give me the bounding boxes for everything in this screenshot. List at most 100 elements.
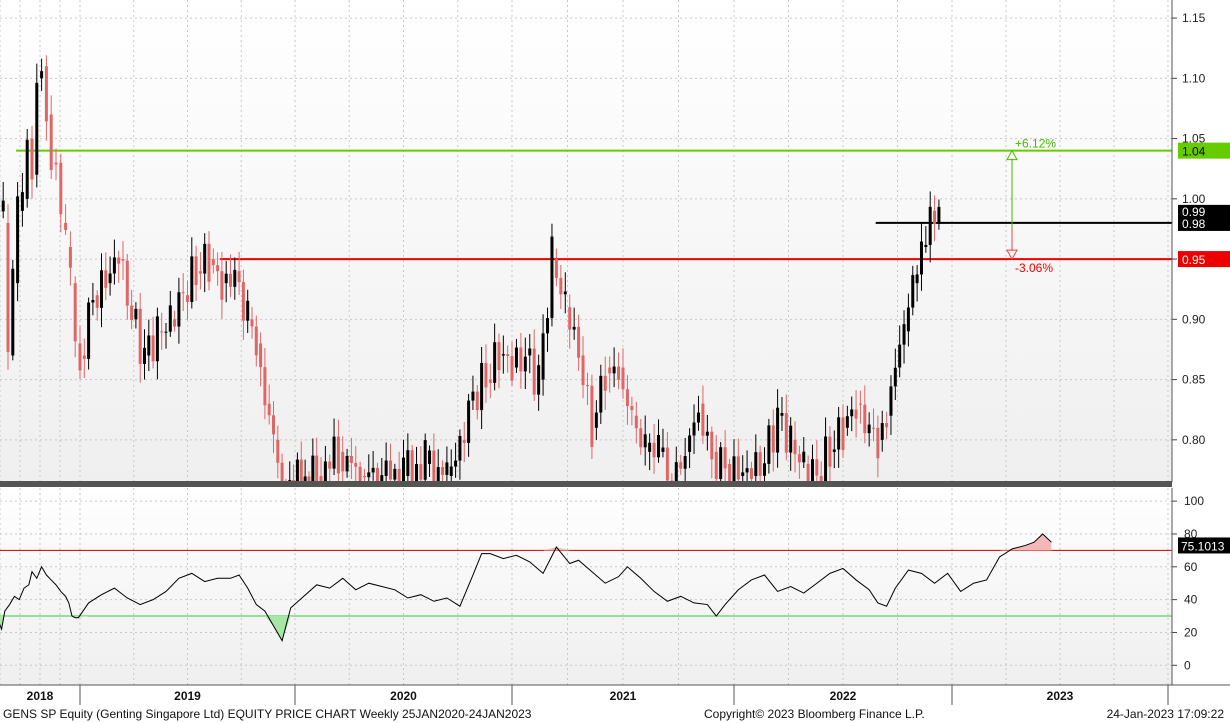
candle-body [263, 367, 267, 406]
candle-body [728, 463, 732, 481]
candle-body [723, 447, 727, 469]
candle-body [652, 442, 656, 458]
candle-body [341, 451, 345, 472]
candle-body [315, 455, 319, 481]
candle-body [237, 271, 241, 283]
candle-body [410, 450, 414, 481]
candle-body [11, 268, 15, 356]
candle-body [233, 269, 237, 287]
price-level-tag-label: 0.98 [1182, 217, 1206, 231]
candle-body [639, 428, 643, 448]
candle-body [621, 367, 625, 390]
candle-body [784, 413, 788, 453]
candle-body [328, 461, 332, 469]
candle-body [594, 412, 598, 428]
candle-body [462, 439, 466, 443]
candle-body [336, 436, 340, 474]
candle-body [497, 342, 501, 371]
candle-body [665, 447, 669, 481]
price-tick-label: 0.85 [1182, 373, 1206, 387]
candle-body [380, 475, 384, 481]
candle-body [563, 291, 567, 295]
candle-body [384, 460, 388, 476]
candle-body [186, 295, 189, 302]
candle-body [415, 464, 419, 481]
candle-body [837, 417, 841, 450]
candle-body [91, 300, 95, 303]
candle-body [741, 472, 745, 476]
price-tick-label: 1.15 [1182, 11, 1206, 25]
candle-body [612, 366, 616, 374]
candle-body [323, 461, 327, 481]
candle-body [510, 356, 514, 381]
candle-body [532, 348, 536, 395]
candle-body [763, 463, 767, 476]
candle-body [241, 282, 245, 321]
candle-body [25, 139, 29, 199]
candle-body [617, 366, 621, 380]
candle-body [354, 462, 358, 467]
candle-body [559, 277, 563, 295]
candle-body [250, 319, 254, 327]
candle-body [82, 355, 86, 359]
candle-body [203, 243, 207, 274]
candle-body [143, 347, 146, 364]
x-category-label: 2023 [1047, 689, 1074, 703]
candle-body [402, 457, 405, 481]
candle-body [810, 459, 814, 481]
footer-copyright: Copyright© 2023 Bloomberg Finance L.P. [704, 707, 925, 721]
candle-body [802, 451, 806, 463]
x-category-label: 2018 [27, 689, 54, 703]
candle-body [867, 424, 871, 434]
candle-body [371, 467, 375, 473]
candle-body [332, 436, 336, 469]
grid-lines [0, 0, 1172, 685]
candle-body [406, 450, 410, 476]
candle-body [307, 476, 311, 481]
rsi-last-value-label: 75.1013 [1181, 539, 1225, 553]
candle-body [488, 379, 492, 383]
candle-body [705, 431, 709, 436]
price-level-tag [1178, 251, 1230, 268]
rsi-tick-label: 20 [1184, 625, 1198, 639]
down-arrow-head [1006, 249, 1018, 261]
candle-body [599, 375, 603, 413]
price-tick-label: 0.90 [1182, 312, 1206, 326]
candle-body [608, 367, 612, 374]
candle-body [454, 460, 458, 467]
candle-body [603, 375, 607, 391]
candle-body [933, 210, 937, 224]
price-panel-background [0, 0, 1172, 482]
candle-body [207, 243, 211, 282]
candle-body [893, 367, 897, 387]
candle-body [117, 257, 121, 264]
candle-body [190, 256, 194, 302]
candle-body [311, 455, 315, 481]
price-tick-label: 1.10 [1182, 71, 1206, 85]
candle-body [688, 435, 692, 452]
candle-body [719, 447, 723, 480]
candle-body [568, 307, 572, 330]
candle-body [44, 66, 48, 122]
candle-body [850, 409, 854, 417]
rsi-last-value-tag [1178, 537, 1230, 554]
candle-body [585, 385, 589, 387]
panel-divider [0, 481, 1172, 487]
last-price-tag-label: 0.99 [1182, 205, 1206, 219]
candle-body [254, 326, 258, 356]
candle-body [789, 425, 793, 453]
price-tick-label: 0.80 [1182, 433, 1206, 447]
candle-body [581, 355, 585, 386]
candle-body [272, 415, 275, 435]
price-level-tag [1178, 214, 1230, 231]
candle-body [815, 459, 819, 476]
candle-body [54, 162, 58, 165]
candle-body [824, 436, 828, 481]
candle-body [246, 300, 250, 321]
candle-body [436, 467, 440, 481]
candle-body [303, 476, 307, 481]
candle-body [554, 259, 558, 278]
candle-body [528, 348, 532, 356]
level-lines [0, 149, 1172, 617]
candle-body [493, 342, 497, 383]
